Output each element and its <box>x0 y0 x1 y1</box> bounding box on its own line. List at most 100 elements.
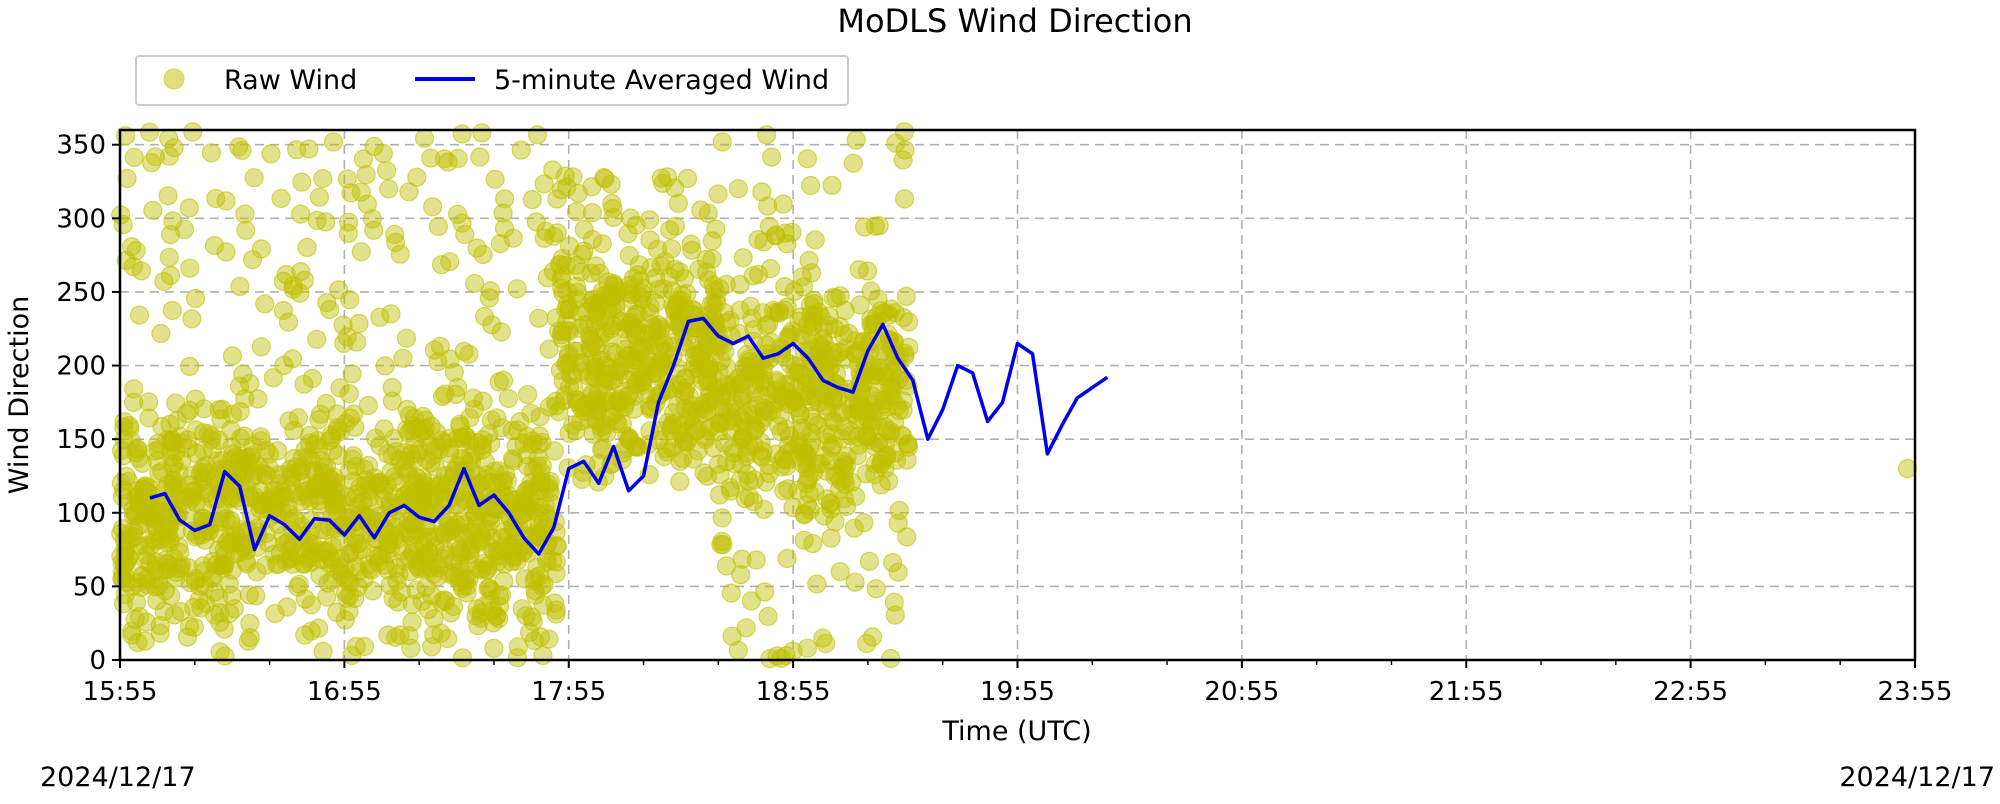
raw-wind-point <box>381 304 401 324</box>
raw-wind-point <box>174 219 195 239</box>
raw-wind-point <box>611 311 631 331</box>
raw-wind-point <box>777 234 797 254</box>
raw-wind-point <box>507 279 527 299</box>
raw-wind-point <box>522 607 542 627</box>
raw-wind-point <box>744 435 764 455</box>
raw-wind-point <box>284 449 304 469</box>
raw-wind-point <box>339 384 359 404</box>
raw-wind-point <box>131 577 151 598</box>
raw-wind-point <box>552 321 572 341</box>
raw-wind-point <box>751 432 771 452</box>
raw-wind-point <box>857 428 877 448</box>
raw-wind-point <box>894 189 915 209</box>
raw-wind-point <box>756 125 777 145</box>
raw-wind-point <box>466 606 486 626</box>
raw-wind-point <box>662 281 683 301</box>
raw-wind-point <box>895 140 915 160</box>
raw-wind-point <box>481 581 501 601</box>
raw-wind-point <box>660 220 680 240</box>
raw-wind-point <box>517 445 537 465</box>
raw-wind-point <box>889 500 909 520</box>
raw-wind-point <box>463 534 483 555</box>
raw-wind-point <box>641 258 661 278</box>
raw-wind-point <box>424 564 444 584</box>
raw-wind-point <box>647 321 667 341</box>
raw-wind-point <box>309 187 329 207</box>
raw-wind-point <box>607 361 627 381</box>
y-tick-label-0: 0 <box>89 646 106 676</box>
legend: Raw Wind 5-minute Averaged Wind <box>135 55 849 106</box>
raw-wind-point <box>118 548 138 568</box>
raw-wind-point <box>275 534 295 554</box>
x-tick-label-2: 17:55 <box>531 677 606 707</box>
raw-wind-point <box>341 183 361 203</box>
raw-wind-point <box>457 427 477 447</box>
raw-wind-point <box>792 421 812 442</box>
raw-wind-point <box>182 487 203 507</box>
raw-wind-point <box>845 572 865 592</box>
raw-wind-point <box>452 124 472 144</box>
raw-wind-point <box>313 169 333 189</box>
raw-wind-point <box>481 281 501 301</box>
raw-wind-point <box>777 443 798 463</box>
raw-wind-point <box>327 418 347 438</box>
raw-wind-point <box>485 169 505 189</box>
raw-wind-point <box>265 603 285 624</box>
raw-wind-point <box>349 313 369 334</box>
raw-wind-point <box>432 430 452 450</box>
raw-wind-point <box>840 421 860 441</box>
raw-wind-point <box>597 423 617 443</box>
raw-wind-point <box>594 167 614 188</box>
raw-wind-point <box>827 465 847 485</box>
raw-wind-point <box>399 182 419 202</box>
raw-wind-point <box>722 407 742 427</box>
raw-wind-point <box>401 444 421 464</box>
raw-wind-point <box>1897 459 1918 479</box>
raw-wind-point <box>484 542 504 562</box>
raw-wind-point <box>386 517 406 538</box>
raw-wind-point <box>754 232 774 252</box>
raw-wind-point <box>502 552 522 572</box>
raw-wind-point <box>830 286 850 306</box>
raw-wind-point <box>517 385 538 405</box>
raw-wind-point <box>816 633 836 654</box>
raw-wind-point <box>339 460 360 480</box>
raw-wind-point <box>534 174 554 194</box>
raw-wind-point <box>158 186 178 206</box>
raw-wind-point <box>407 444 427 464</box>
raw-wind-point <box>819 315 839 336</box>
raw-wind-point <box>255 294 275 314</box>
raw-wind-point <box>232 140 252 161</box>
raw-wind-point <box>715 341 735 361</box>
raw-wind-point <box>290 283 310 303</box>
raw-wind-point <box>439 521 460 542</box>
raw-wind-point <box>278 312 299 332</box>
raw-wind-point <box>834 454 855 474</box>
raw-wind-point <box>298 487 319 507</box>
raw-wind-point <box>282 467 302 487</box>
raw-wind-point <box>614 381 634 401</box>
raw-wind-point <box>161 440 181 460</box>
raw-wind-point <box>589 311 610 331</box>
raw-wind-point <box>150 615 170 636</box>
raw-wind-point <box>698 270 719 290</box>
raw-wind-point <box>630 271 650 291</box>
raw-wind-point <box>259 457 279 478</box>
raw-wind-point <box>267 554 287 575</box>
date-left: 2024/12/17 <box>40 762 196 793</box>
raw-wind-point <box>353 149 373 169</box>
raw-wind-point <box>878 471 899 491</box>
raw-wind-point <box>401 638 421 658</box>
raw-wind-point <box>508 420 528 440</box>
raw-wind-point <box>363 493 383 513</box>
raw-wind-point <box>357 194 377 214</box>
raw-wind-point <box>222 404 243 424</box>
raw-wind-point <box>567 282 588 303</box>
raw-wind-point <box>823 392 843 412</box>
raw-wind-point <box>893 150 913 170</box>
raw-wind-point <box>668 193 689 213</box>
raw-wind-point <box>877 445 897 465</box>
raw-wind-point <box>744 382 765 403</box>
raw-wind-point <box>240 373 260 394</box>
